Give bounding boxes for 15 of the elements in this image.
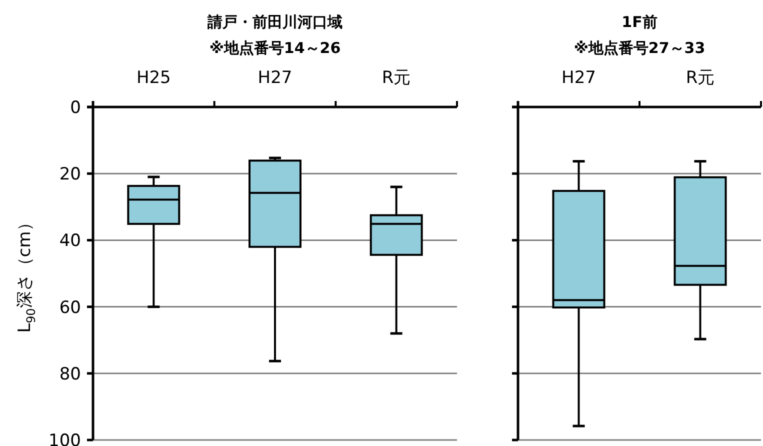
chart-title: 1F前 bbox=[622, 13, 658, 31]
x-tick-label: H27 bbox=[562, 68, 596, 88]
chart-subtitle: ※地点番号27～33 bbox=[574, 39, 706, 57]
y-tick-label: 100 bbox=[48, 431, 81, 446]
chart-title: 請戸・前田川河口域 bbox=[206, 13, 342, 31]
chart-subtitle: ※地点番号14～26 bbox=[209, 39, 341, 57]
y-tick-label: 40 bbox=[59, 231, 81, 252]
y-tick-label: 80 bbox=[59, 364, 81, 384]
x-tick-label: R元 bbox=[686, 68, 715, 88]
x-tick-label: H27 bbox=[258, 68, 292, 88]
y-tick-label: 0 bbox=[70, 98, 81, 118]
x-tick-label: R元 bbox=[382, 68, 411, 88]
y-tick-label: 60 bbox=[59, 298, 81, 318]
y-tick-label: 20 bbox=[59, 164, 81, 185]
x-tick-label: H25 bbox=[136, 68, 171, 88]
